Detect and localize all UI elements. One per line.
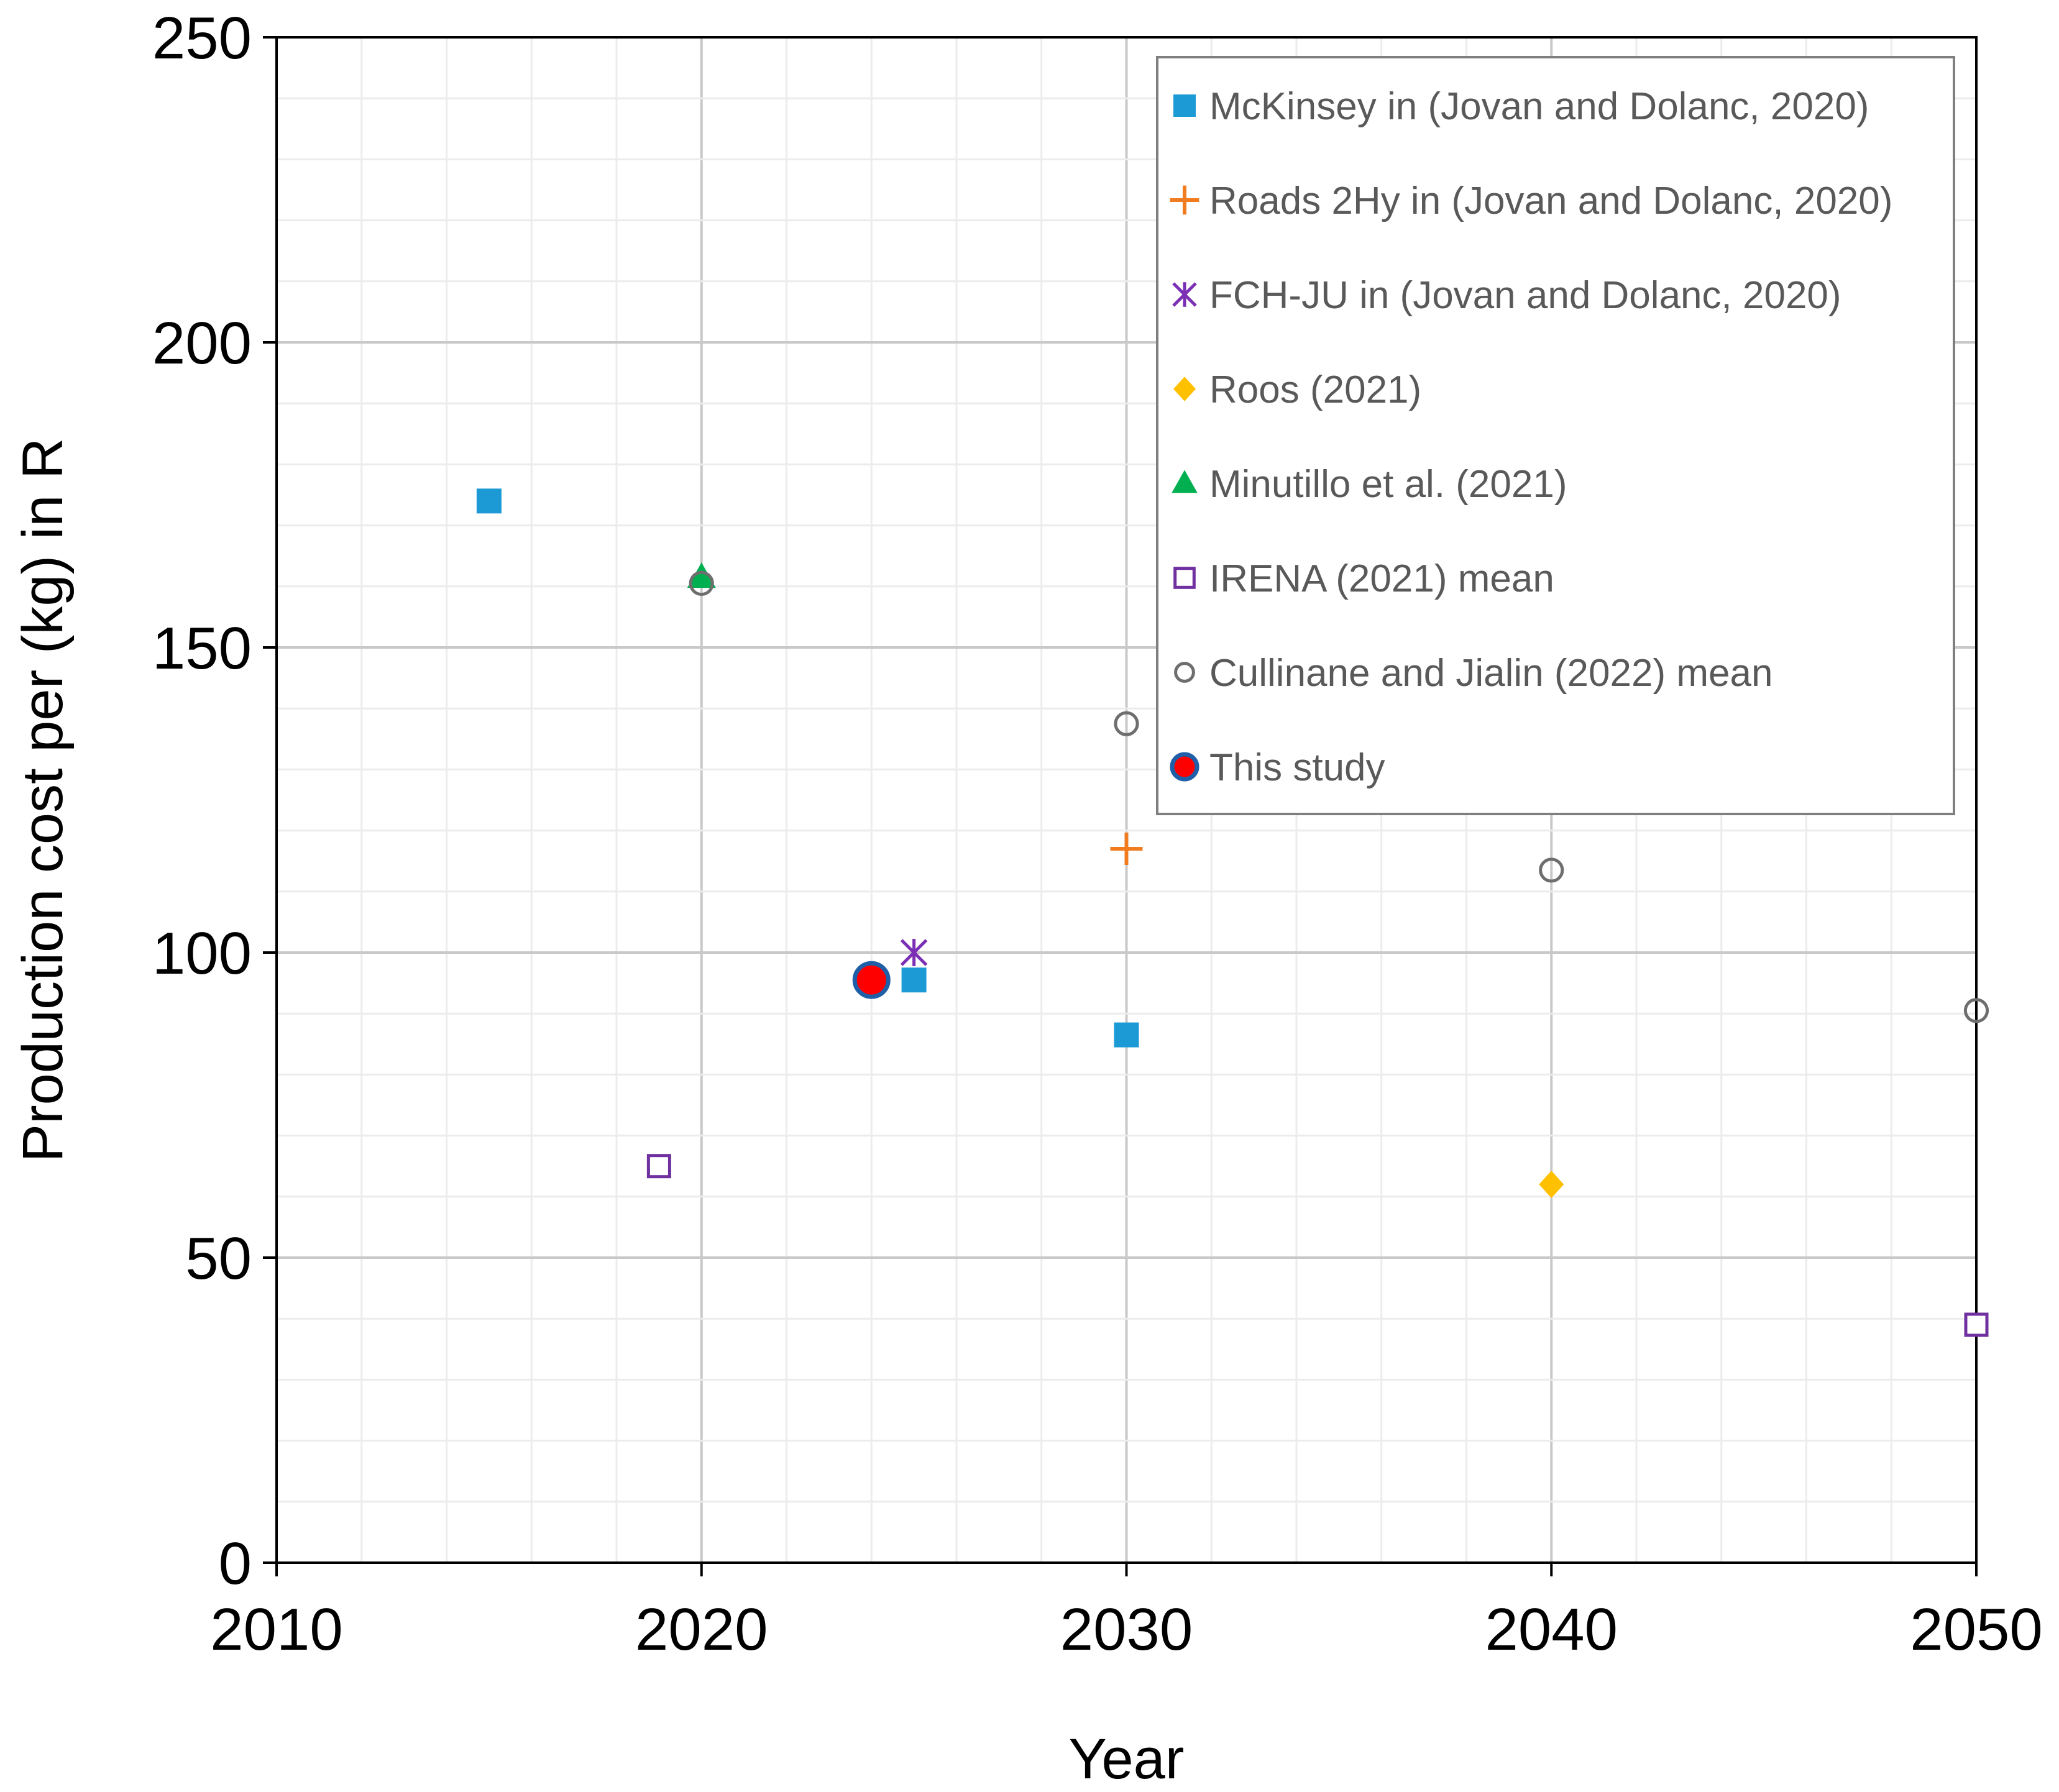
legend: McKinsey in (Jovan and Dolanc, 2020) Road… <box>1156 56 1955 815</box>
x-tick-label: 2050 <box>1910 1596 2043 1663</box>
data-point-series-3 <box>900 939 928 966</box>
data-point-series-6 <box>646 1154 671 1179</box>
data-point-series-6 <box>1964 1312 1989 1337</box>
legend-entry-label: This study <box>1209 746 1385 789</box>
x-tick-label: 2040 <box>1485 1596 1618 1663</box>
legend-entry-label: IRENA (2021) mean <box>1209 557 1554 600</box>
tick-labels: 2010 2020 2030 2040 2050 0 50 100 150 200 250 <box>152 5 2043 1663</box>
legend-entry-label: FCH-JU in (Jovan and Dolanc, 2020) <box>1209 274 1841 317</box>
legend-marker <box>1172 282 1197 307</box>
data-point-series-5 <box>687 562 716 588</box>
legend-marker <box>1173 377 1196 401</box>
legend-box <box>1156 56 1955 815</box>
legend-entry-label: Roads 2Hy in (Jovan and Dolanc, 2020) <box>1209 180 1892 222</box>
legend-marker <box>1173 94 1196 117</box>
x-axis-title: Year <box>1069 1727 1185 1791</box>
x-tick-label: 2020 <box>635 1596 768 1663</box>
legend-marker <box>1170 752 1199 782</box>
y-tick-label: 250 <box>152 5 252 71</box>
data-point-series-7 <box>689 570 714 596</box>
y-tick-label: 50 <box>185 1225 252 1292</box>
legend-entry-label: Minutillo et al. (2021) <box>1209 463 1567 506</box>
legend-marker <box>1174 662 1195 683</box>
legend-marker <box>1173 567 1196 589</box>
data-point-series-7 <box>1963 998 1989 1023</box>
y-tick-label: 100 <box>152 920 252 987</box>
x-tick-label: 2030 <box>1060 1596 1193 1663</box>
data-point-series-7 <box>1114 711 1139 736</box>
x-tick-label: 2010 <box>210 1596 343 1663</box>
axes <box>263 36 1978 1576</box>
legend-entry-label: Cullinane and Jialin (2022) mean <box>1209 652 1772 695</box>
data-point-series-4 <box>1539 1171 1564 1199</box>
legend-entry-label: Roos (2021) <box>1209 368 1421 411</box>
y-tick-label: 200 <box>152 310 252 377</box>
data-points <box>476 488 1989 1337</box>
data-point-series-8 <box>852 961 891 999</box>
y-tick-label: 0 <box>219 1530 252 1597</box>
data-point-series-2 <box>1110 833 1143 866</box>
data-point-series-1 <box>901 967 927 993</box>
legend-entry-label: McKinsey in (Jovan and Dolanc, 2020) <box>1209 85 1869 128</box>
legend-marker <box>1170 185 1199 215</box>
legend-marker <box>1172 470 1198 493</box>
data-point-series-1 <box>1114 1022 1139 1048</box>
data-point-series-7 <box>1539 857 1564 883</box>
y-axis-title: Production cost per (kg) in R <box>11 438 75 1163</box>
y-tick-label: 150 <box>152 615 252 682</box>
data-point-series-1 <box>476 488 502 514</box>
